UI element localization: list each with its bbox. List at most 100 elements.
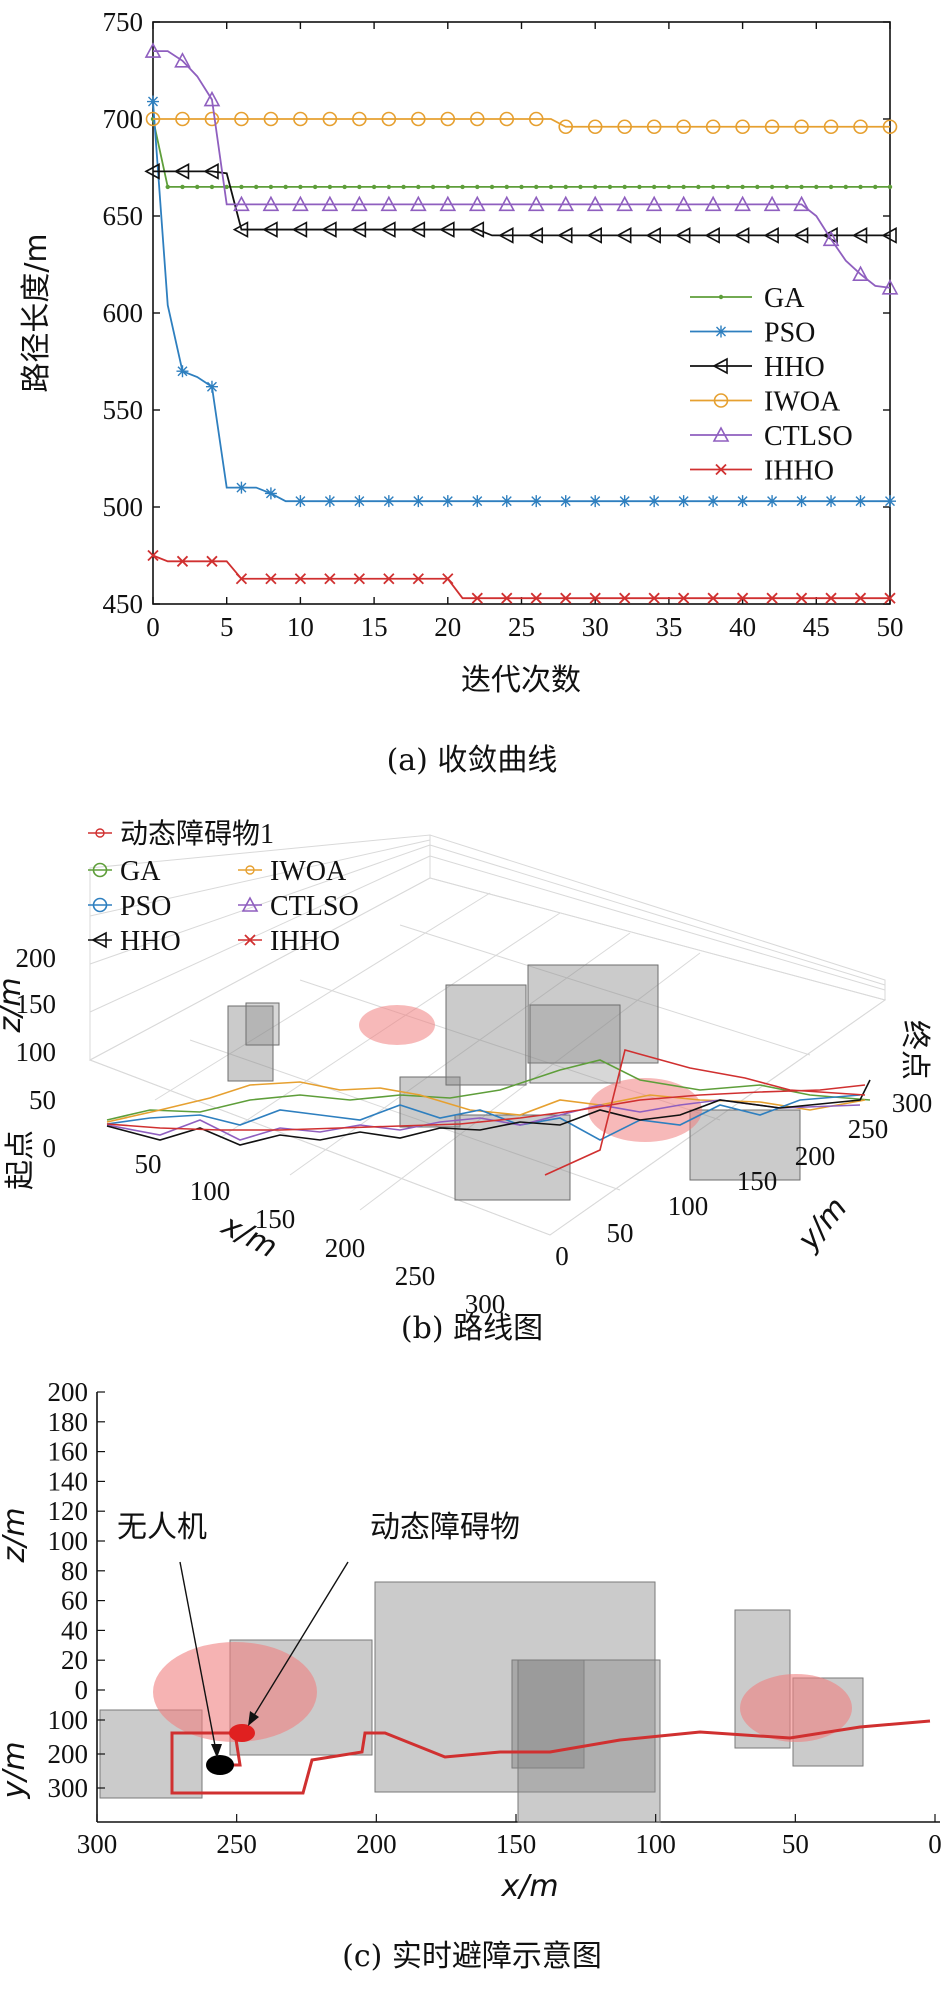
data-point: [232, 221, 249, 238]
data-point: [468, 221, 485, 238]
legend-label: IHHO: [270, 926, 340, 957]
y-tick-label: 100: [668, 1191, 709, 1221]
legend-item: 动态障碍物1: [88, 818, 274, 850]
z-tick-label: 200: [48, 1377, 89, 1407]
z-tick-label: 200: [16, 943, 57, 973]
x-tick-labels: 0 5 10 15 20 25 30 35 40 45 50: [146, 22, 904, 642]
z-tick-label: 20: [61, 1645, 88, 1675]
data-point: [416, 184, 421, 190]
obstacle-pointer: [249, 1561, 349, 1723]
x-tick-label: 100: [635, 1829, 676, 1859]
data-point: [607, 184, 613, 190]
y-tick-label: 50: [607, 1218, 634, 1248]
data-point: [235, 481, 248, 494]
uav-path: [170, 1719, 931, 1795]
data-point: [678, 592, 690, 604]
data-point: [794, 119, 809, 135]
data-point: [733, 227, 750, 244]
data-point: [350, 221, 367, 238]
data-point: [206, 555, 218, 567]
data-point: [321, 195, 339, 212]
data-point: [527, 227, 544, 244]
legend-marker: [715, 463, 727, 476]
data-point: [852, 265, 869, 282]
x-tick-label: 250: [216, 1829, 257, 1859]
x-tick-label: 15: [361, 612, 388, 642]
data-point: [793, 195, 810, 212]
data-point: [764, 119, 780, 135]
data-point: [825, 495, 838, 508]
data-point: [734, 195, 751, 212]
y-tick-label: 650: [103, 201, 144, 231]
data-point: [615, 227, 632, 244]
legend-label: PSO: [120, 891, 171, 922]
data-point: [593, 184, 598, 190]
x-tick-label: 20: [434, 612, 461, 642]
obstacle-pointer-head: [248, 1711, 259, 1726]
uav-annotation: 无人机: [117, 1510, 207, 1545]
data-point: [617, 119, 632, 135]
x-tick-label: 300: [77, 1829, 118, 1859]
z-tick-label: 40: [61, 1615, 88, 1645]
legend-label: GA: [764, 283, 805, 314]
data-point: [884, 495, 896, 508]
data-point: [795, 495, 808, 508]
z-axis-label-c: z/m: [0, 1507, 32, 1563]
data-point: [825, 592, 837, 604]
data-point: [175, 111, 190, 127]
y-tick-label: 150: [737, 1166, 778, 1196]
dynamic-obstacle-zone: [153, 1642, 317, 1742]
series-ihho: [147, 549, 896, 604]
data-point: [499, 111, 515, 127]
data-point: [500, 495, 513, 508]
data-point: [209, 184, 215, 190]
y-tick-labels: 450 500 550 600 650 700 750: [103, 7, 890, 619]
legend-marker: [92, 897, 108, 913]
data-point: [441, 495, 454, 508]
data-point: [637, 184, 642, 190]
legend-item-ga: GA: [690, 283, 805, 314]
data-point: [234, 111, 249, 127]
data-point: [675, 195, 692, 212]
z-tick-label: 150: [16, 989, 57, 1019]
data-point: [586, 227, 603, 244]
data-point: [616, 195, 634, 212]
data-point: [766, 592, 778, 604]
series-line: [153, 118, 890, 128]
legend-item: GA: [88, 856, 161, 887]
legend-item: IHHO: [238, 926, 340, 957]
legend-label: PSO: [764, 318, 815, 349]
data-point: [352, 111, 367, 127]
y-tick-labels: 100 200 300: [48, 1705, 105, 1803]
data-point: [498, 227, 514, 244]
data-point: [887, 184, 893, 190]
data-point: [471, 495, 484, 508]
data-point: [645, 195, 663, 212]
legend-3d: 动态障碍物1 GA PSO HHO IWOA CTLSO IHHO: [88, 818, 359, 957]
x-tick-label: 0: [928, 1829, 942, 1859]
data-point: [528, 111, 544, 127]
data-point: [239, 184, 244, 190]
data-point: [589, 495, 602, 508]
y-tick-label: 600: [103, 298, 144, 328]
data-point: [298, 184, 303, 190]
data-point: [498, 195, 516, 212]
x-tick-label: 10: [287, 612, 314, 642]
x-tick-label: 250: [395, 1261, 436, 1291]
data-point: [755, 184, 760, 190]
data-point: [145, 111, 161, 127]
data-point: [853, 119, 868, 135]
data-point: [293, 111, 308, 127]
y-tick-label: 550: [103, 395, 144, 425]
x-tick-label: 30: [582, 612, 609, 642]
y-tick-label: 700: [103, 104, 144, 134]
data-point: [383, 573, 395, 585]
data-point: [353, 495, 366, 508]
legend-item-hho: HHO: [690, 352, 825, 383]
uav-pointer-head: [211, 1744, 222, 1758]
data-point: [769, 184, 775, 190]
data-point: [205, 380, 218, 393]
